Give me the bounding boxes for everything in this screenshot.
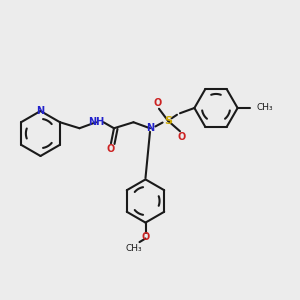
Text: O: O [141,232,150,242]
Text: O: O [153,98,162,108]
Text: CH₃: CH₃ [125,244,142,253]
Text: O: O [107,144,115,154]
Text: N: N [36,106,45,116]
Text: NH: NH [88,117,104,127]
Text: N: N [146,123,154,133]
Text: O: O [177,132,186,142]
Text: S: S [164,116,172,126]
Text: CH₃: CH₃ [256,103,273,112]
